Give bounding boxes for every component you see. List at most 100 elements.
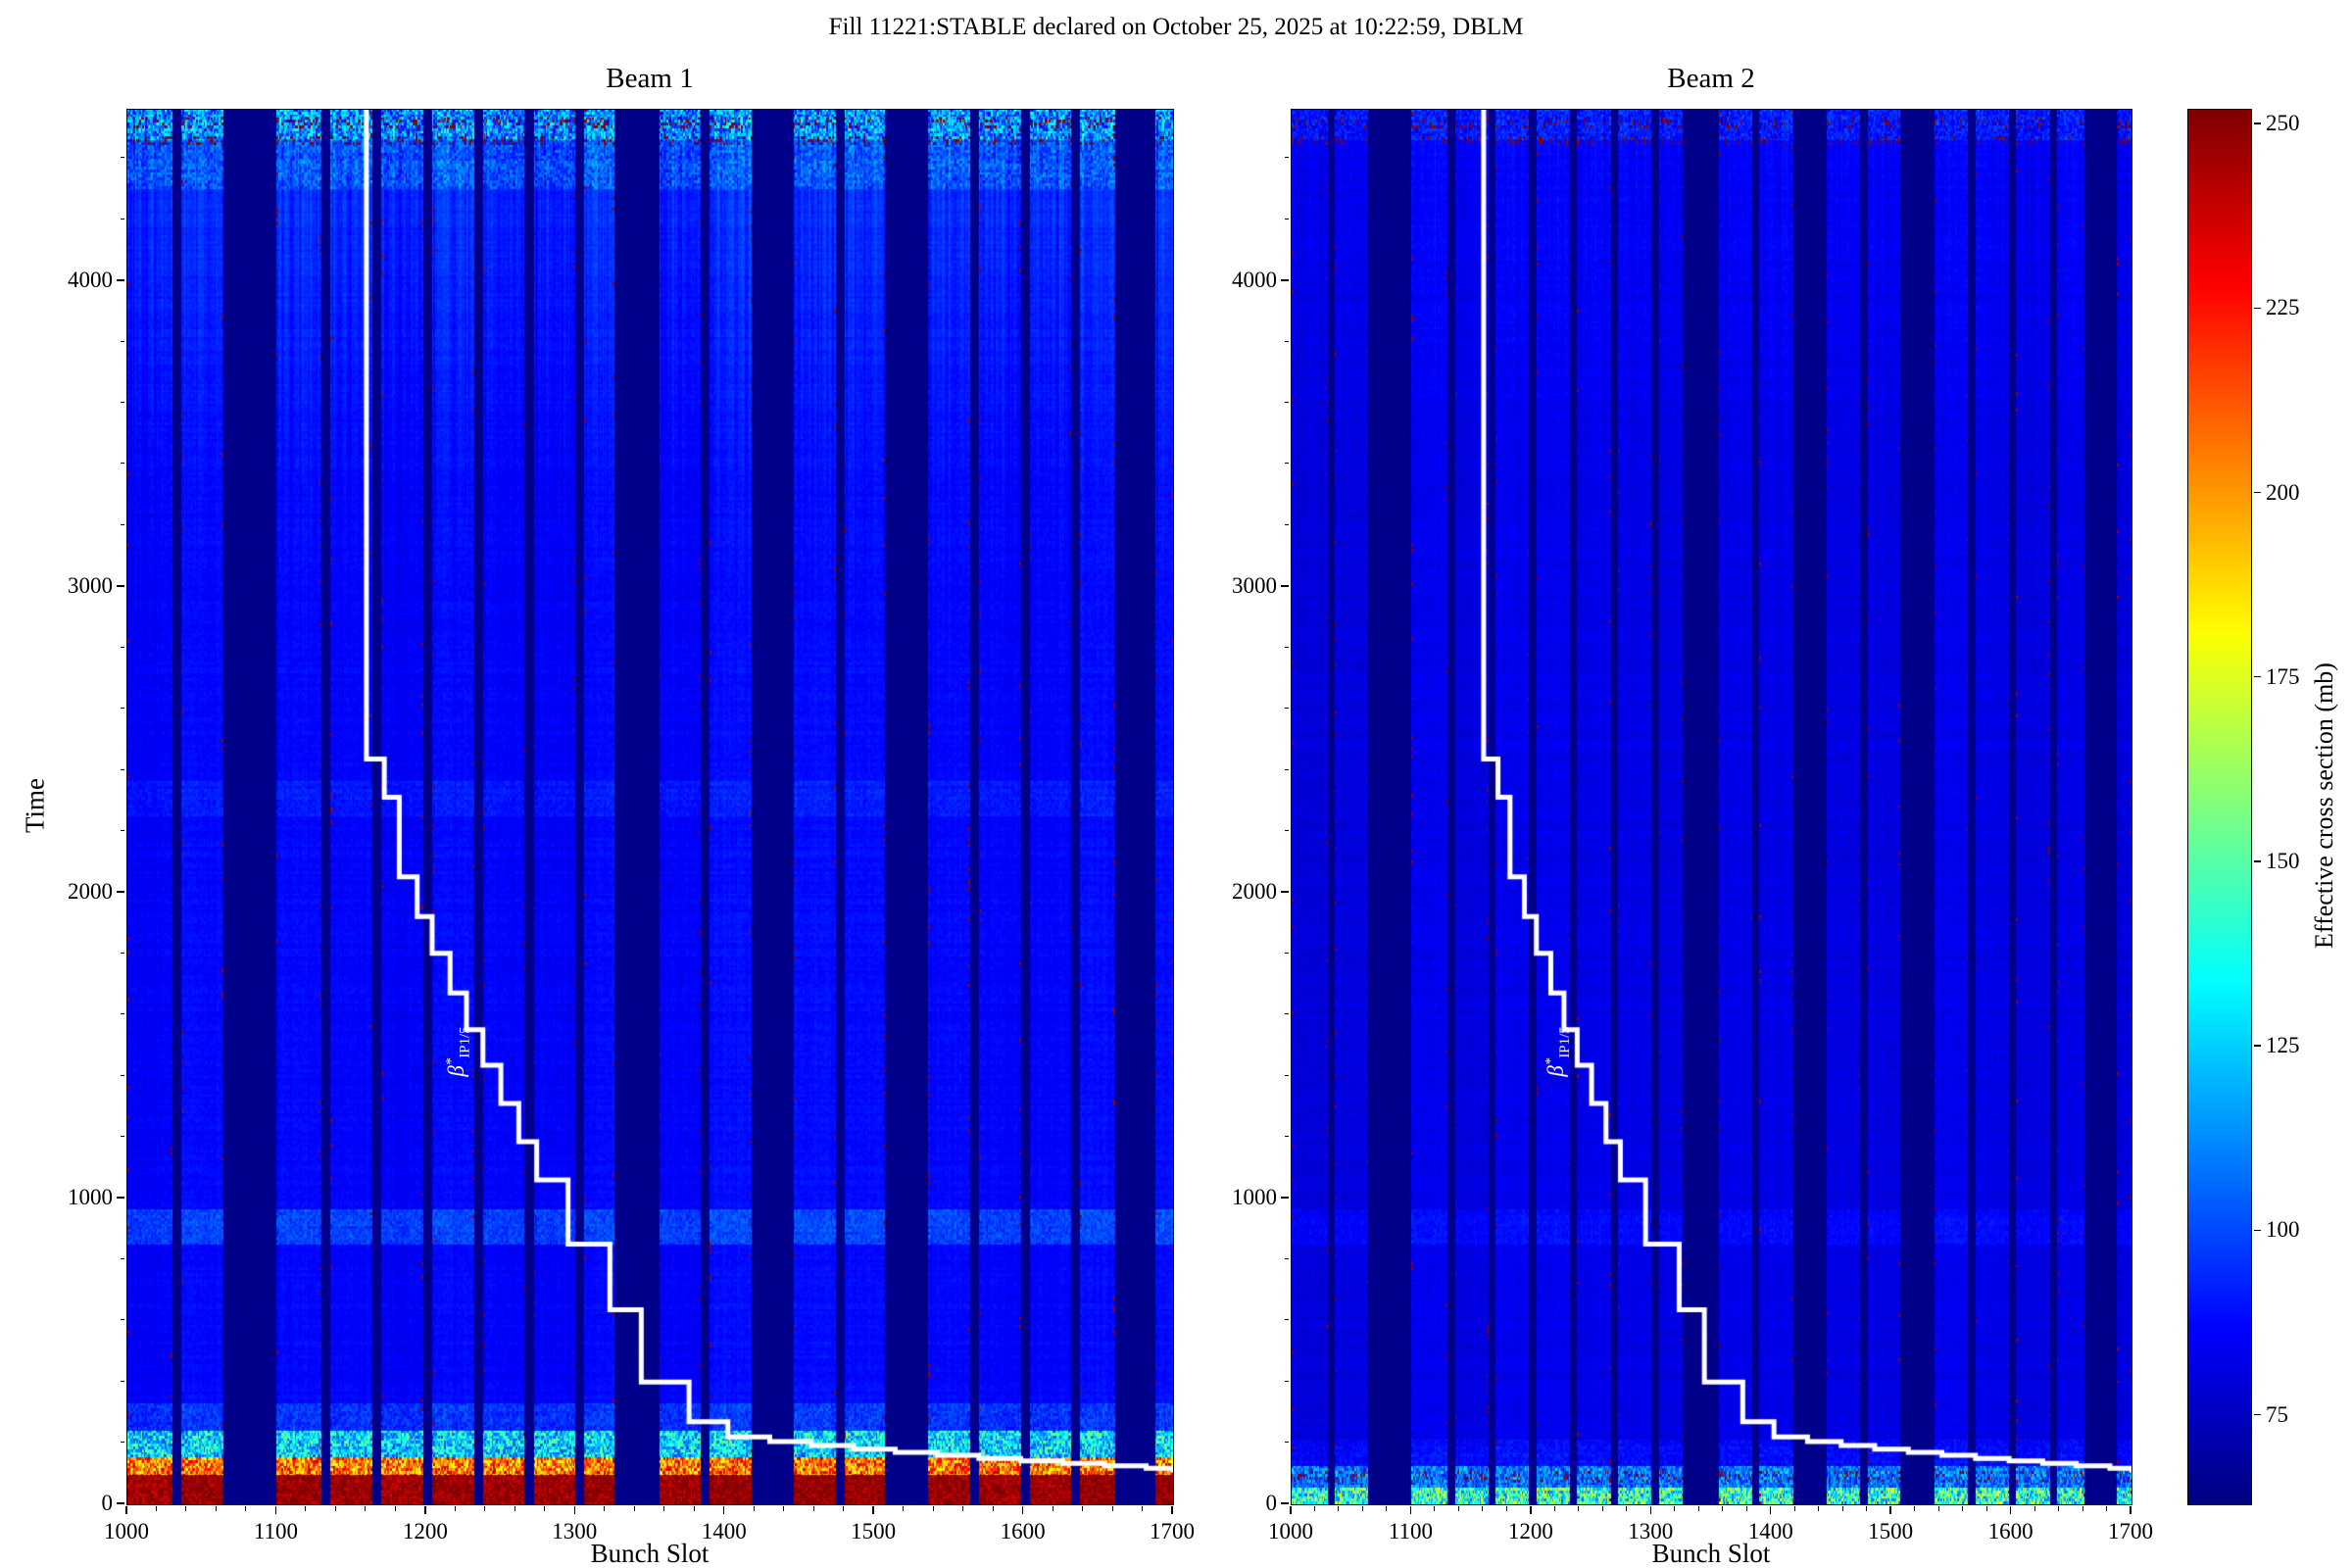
figure-title: Fill 11221:STABLE declared on October 25… xyxy=(828,14,1524,40)
x-minor-tick xyxy=(1722,1506,1724,1511)
x-minor-tick xyxy=(2082,1506,2083,1511)
y-tick-label: 1000 xyxy=(68,1184,113,1209)
y-minor-tick xyxy=(120,1319,124,1321)
y-minor-tick xyxy=(120,1074,124,1076)
x-minor-tick xyxy=(334,1506,336,1511)
x-tick-mark xyxy=(1889,1506,1891,1514)
x-tick-mark xyxy=(2130,1506,2132,1514)
x-minor-tick xyxy=(1482,1506,1484,1511)
y-minor-tick xyxy=(1284,768,1289,770)
x-minor-tick xyxy=(1111,1506,1113,1511)
x-minor-tick xyxy=(753,1506,755,1511)
y-minor-tick xyxy=(120,1257,124,1259)
x-tick-mark xyxy=(573,1506,576,1514)
x-minor-tick xyxy=(1626,1506,1628,1511)
x-minor-tick xyxy=(1985,1506,1987,1511)
cbar-tick-label: 125 xyxy=(2266,1033,2300,1058)
x-minor-tick xyxy=(1338,1506,1340,1511)
x-tick-label: 1400 xyxy=(1747,1519,1793,1544)
x-minor-tick xyxy=(365,1506,367,1511)
y-tick-mark xyxy=(117,1502,124,1504)
y-minor-tick xyxy=(120,708,124,710)
x-minor-tick xyxy=(1553,1506,1555,1511)
y-minor-tick xyxy=(120,952,124,954)
x-minor-tick xyxy=(903,1506,905,1511)
y-minor-tick xyxy=(1284,829,1289,831)
y-minor-tick xyxy=(120,1380,124,1382)
x-minor-tick xyxy=(1962,1506,1964,1511)
x-minor-tick xyxy=(2106,1506,2107,1511)
cbar-tick-mark xyxy=(2254,675,2261,678)
y-minor-tick xyxy=(1284,463,1289,465)
cbar-tick-mark xyxy=(2254,1229,2261,1232)
x-tick-label: 1500 xyxy=(1868,1519,1914,1544)
cbar-tick-mark xyxy=(2254,1045,2261,1047)
x-minor-tick xyxy=(992,1506,994,1511)
beam2-plot-area: β*IP1/5 xyxy=(1291,109,2132,1505)
x-tick-label: 1100 xyxy=(253,1519,298,1544)
x-minor-tick xyxy=(544,1506,546,1511)
y-minor-tick xyxy=(1284,340,1289,342)
x-tick-mark xyxy=(1530,1506,1532,1514)
x-minor-tick xyxy=(2058,1506,2060,1511)
y-tick-mark xyxy=(117,279,124,281)
x-tick-label: 1200 xyxy=(1507,1519,1553,1544)
beam1-xaxis-label: Bunch Slot xyxy=(590,1539,710,1568)
y-minor-tick xyxy=(1284,1136,1289,1138)
x-minor-tick xyxy=(604,1506,606,1511)
x-minor-tick xyxy=(215,1506,217,1511)
x-minor-tick xyxy=(1841,1506,1843,1511)
cbar-tick-mark xyxy=(2254,860,2261,862)
x-minor-tick xyxy=(1505,1506,1507,1511)
y-tick-label: 2000 xyxy=(68,878,113,904)
x-minor-tick xyxy=(185,1506,187,1511)
x-minor-tick xyxy=(1697,1506,1699,1511)
y-minor-tick xyxy=(1284,708,1289,710)
y-minor-tick xyxy=(120,157,124,159)
y-minor-tick xyxy=(120,1442,124,1444)
y-tick-mark xyxy=(117,1197,124,1199)
y-minor-tick xyxy=(1284,1074,1289,1076)
beam1-heatmap-canvas xyxy=(127,110,1173,1504)
cbar-tick-label: 175 xyxy=(2266,663,2300,689)
y-tick-mark xyxy=(1281,1502,1289,1504)
y-tick-mark xyxy=(1281,279,1289,281)
y-tick-mark xyxy=(1281,891,1289,893)
y-minor-tick xyxy=(120,829,124,831)
beam2-heatmap-canvas xyxy=(1292,110,2132,1504)
x-minor-tick xyxy=(1578,1506,1580,1511)
x-minor-tick xyxy=(633,1506,635,1511)
x-minor-tick xyxy=(1914,1506,1916,1511)
x-minor-tick xyxy=(1361,1506,1363,1511)
x-tick-mark xyxy=(2009,1506,2012,1514)
x-minor-tick xyxy=(693,1506,695,1511)
x-tick-label: 1400 xyxy=(701,1519,747,1544)
x-minor-tick xyxy=(1386,1506,1388,1511)
y-minor-tick xyxy=(1284,1442,1289,1444)
x-tick-mark xyxy=(1409,1506,1412,1514)
cbar-tick-mark xyxy=(2254,491,2261,494)
x-tick-label: 1100 xyxy=(1388,1519,1433,1544)
x-minor-tick xyxy=(1866,1506,1868,1511)
x-minor-tick xyxy=(1601,1506,1603,1511)
x-minor-tick xyxy=(932,1506,934,1511)
x-minor-tick xyxy=(1793,1506,1795,1511)
x-tick-label: 1200 xyxy=(402,1519,448,1544)
y-tick-label: 3000 xyxy=(1232,572,1277,598)
cbar-tick-label: 100 xyxy=(2266,1217,2300,1243)
y-minor-tick xyxy=(1284,1257,1289,1259)
cbar-tick-label: 150 xyxy=(2266,848,2300,873)
y-tick-label: 0 xyxy=(101,1491,114,1515)
x-tick-label: 1300 xyxy=(552,1519,598,1544)
x-minor-tick xyxy=(394,1506,396,1511)
y-minor-tick xyxy=(1284,218,1289,220)
x-minor-tick xyxy=(1142,1506,1143,1511)
x-minor-tick xyxy=(783,1506,785,1511)
y-minor-tick xyxy=(120,463,124,465)
x-minor-tick xyxy=(1434,1506,1436,1511)
x-tick-mark xyxy=(1769,1506,1772,1514)
y-tick-mark xyxy=(1281,1197,1289,1199)
x-tick-mark xyxy=(1290,1506,1292,1514)
y-tick-mark xyxy=(117,585,124,587)
